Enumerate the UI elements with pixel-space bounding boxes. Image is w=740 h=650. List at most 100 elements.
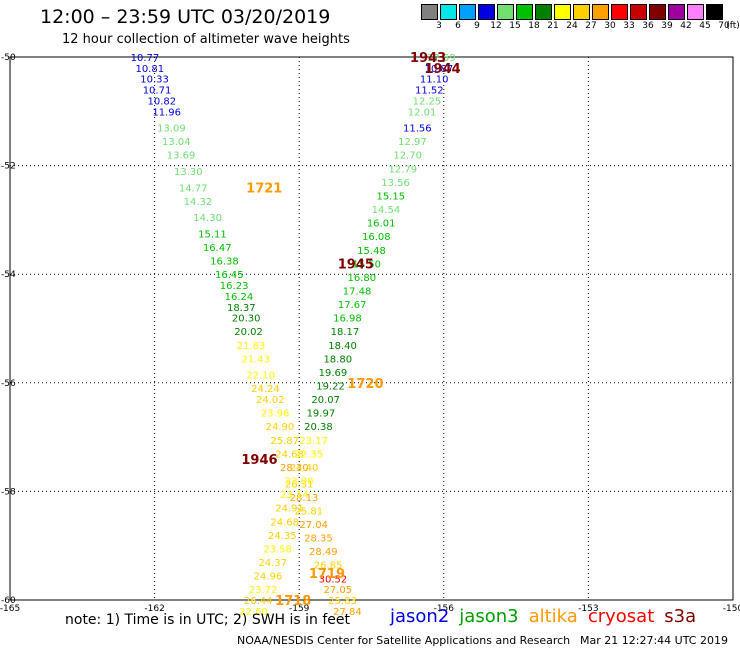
wave-height-value: 16.98 [333,314,362,325]
scale-label: 30 [604,21,616,31]
scale-swatch [611,4,628,20]
wave-height-value: 16.23 [220,281,249,292]
wave-height-value: 19.22 [316,382,345,393]
scale-swatch [440,4,457,20]
scale-swatch [421,4,438,20]
wave-height-value: 24.68 [270,517,299,528]
chart-subtitle: 12 hour collection of altimeter wave hei… [62,32,350,47]
wave-height-value: 14.30 [193,213,222,224]
wave-height-value: 15.48 [357,246,386,257]
satellite-jason2: jason2 [390,606,450,627]
scale-swatch [573,4,590,20]
y-tick-label: -54 [1,270,16,280]
wave-height-value: 19.97 [307,409,336,420]
wave-height-value: 11.10 [420,75,449,86]
y-tick-label: -56 [1,379,16,389]
pass-time-label: 1721 [246,181,282,196]
wave-height-value: 10.87 [425,64,454,75]
scale-swatch [668,4,685,20]
scale-swatch [649,4,666,20]
wave-height-value: 23.14 [280,490,309,501]
pass-time-label: 1945 [338,257,374,272]
footer-note: note: 1) Time is in UTC; 2) SWH is in fe… [65,612,351,628]
wave-height-value: 24.02 [256,395,285,406]
wave-height-value: 20.30 [232,314,261,325]
scale-swatch [687,4,704,20]
wave-height-value: 24.90 [266,422,295,433]
wave-height-value: 17.48 [343,286,372,297]
wave-height-value: 12.70 [393,151,422,162]
wave-height-value: 13.56 [381,178,410,189]
scale-swatch [592,4,609,20]
wave-height-value: 15.11 [198,229,227,240]
wave-height-value: 12.25 [413,96,442,107]
wave-height-value: 10.71 [143,86,172,97]
satellite-altika: altika [528,606,578,627]
wave-height-value: 16.01 [367,219,396,230]
x-tick-label: -162 [144,604,164,614]
scale-label: 39 [661,21,673,31]
scale-label: 18 [528,21,540,31]
wave-height-value: 12.59 [427,53,456,64]
plot-frame [9,56,734,601]
scale-swatch [706,4,723,20]
wave-height-value: 24.68 [275,449,304,460]
wave-height-value: 23.17 [299,436,328,447]
wave-height-value: 23.96 [261,409,290,420]
wave-height-value: 11.56 [403,124,432,135]
wave-height-value: 14.54 [372,205,401,216]
wave-height-value: 26.44 [244,596,273,607]
chart-title: 12:00 – 23:59 UTC 03/20/2019 [40,6,331,28]
scale-label: 21 [547,21,559,31]
y-tick-label: -50 [1,53,16,63]
wave-height-value: 19.69 [319,368,348,379]
x-tick-label: -153 [578,604,598,614]
wave-height-value: 26.31 [285,479,314,490]
y-tick-label: -58 [1,487,16,497]
satellite-s3a: s3a [664,606,697,627]
wave-height-value: 25.83 [328,596,357,607]
wave-height-value: 20.02 [234,327,263,338]
wave-height-value: 26.85 [314,561,343,572]
wave-height-value: 14.77 [179,183,208,194]
wave-height-value: 18.80 [323,354,352,365]
scale-label: 3 [436,21,442,31]
wave-height-value: 11.96 [152,107,181,118]
wave-height-value: 18.17 [331,327,360,338]
wave-height-value: 18.40 [328,341,357,352]
wave-height-value: 15.15 [376,191,405,202]
wave-height-value: 16.38 [210,257,239,268]
generation-timestamp: Mar 21 12:27:44 UTC 2019 [580,634,728,647]
scale-label: 9 [474,21,480,31]
scale-swatch [554,4,571,20]
wave-height-value: 16.24 [225,292,254,303]
wave-height-value: 16.47 [203,243,232,254]
wave-height-value: 15.50 [352,259,381,270]
wave-height-value: 13.30 [174,167,203,178]
wave-height-value: 13.04 [162,137,191,148]
wave-height-value: 22.10 [246,371,275,382]
scale-label: 27 [585,21,597,31]
wave-height-value: 25.81 [295,506,324,517]
scale-label: 70 [718,21,730,31]
scale-swatch [535,4,552,20]
pass-time-label: 1719 [309,567,345,582]
wave-height-value: 16.80 [348,273,377,284]
scale-label: 33 [623,21,635,31]
wave-height-value: 28.35 [304,534,333,545]
scale-label: 45 [699,21,711,31]
wave-height-value: 12.01 [408,107,437,118]
wave-height-value: 23.72 [249,585,278,596]
wave-height-value: 16.45 [215,270,244,281]
scale-label: 12 [490,21,502,31]
wave-height-value: 10.81 [135,64,164,75]
wave-height-value: 28.30 [280,463,309,474]
pass-time-label: 1946 [241,453,277,468]
wave-height-value: 24.40 [290,463,319,474]
wave-height-value: 28.49 [309,547,338,558]
pass-time-label: 1944 [425,62,461,77]
x-tick-label: -156 [434,604,455,614]
wave-height-value: 10.77 [131,53,160,64]
scale-swatch [516,4,533,20]
